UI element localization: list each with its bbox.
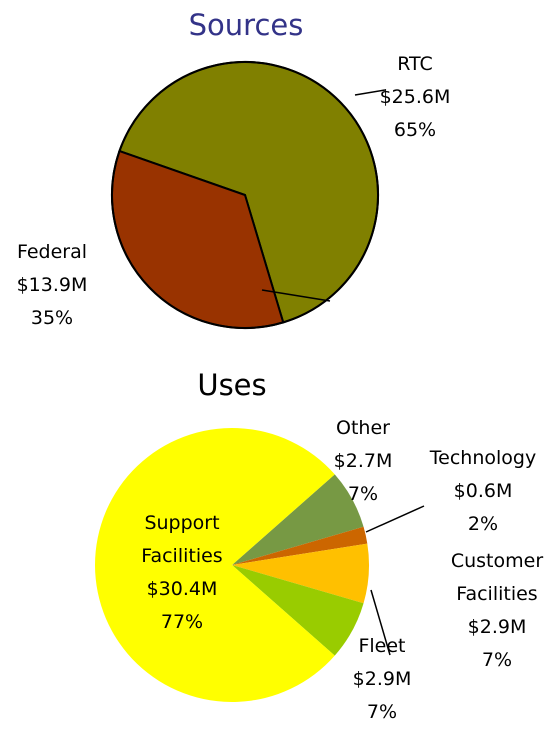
slice-name: Fleet — [358, 635, 406, 657]
slice-name: Customer Facilities — [450, 550, 544, 605]
slice-percent: 77% — [160, 611, 204, 633]
slice-label: Technology $0.6M 2% — [413, 442, 549, 541]
slice-percent: 7% — [347, 483, 379, 505]
slice-label: Customer Facilities $2.9M 7% — [442, 545, 549, 677]
slice-amount: $2.7M — [333, 450, 393, 472]
slice-label: Federal $13.9M 35% — [0, 236, 112, 335]
slice-amount: $30.4M — [146, 578, 218, 600]
leader-line — [261, 289, 331, 302]
chart-title: Sources — [188, 8, 304, 42]
pie-slice — [232, 474, 364, 565]
slice-percent: 7% — [481, 649, 513, 671]
slice-label: Fleet $2.9M 7% — [322, 630, 442, 729]
leader-line — [365, 505, 425, 533]
slice-amount: $0.6M — [453, 480, 513, 502]
pie-slice — [232, 526, 368, 565]
slice-percent: 35% — [30, 307, 74, 329]
pie-slice — [232, 543, 370, 604]
slice-label: Support Facilities $30.4M 77% — [127, 507, 237, 639]
slice-amount: $2.9M — [352, 668, 412, 690]
slice-name: Other — [336, 417, 390, 439]
slice-name: Technology — [429, 447, 537, 469]
leader-line — [354, 89, 386, 96]
slice-label: Other $2.7M 7% — [303, 412, 423, 511]
slice-percent: 7% — [366, 701, 398, 723]
pie-slice — [232, 565, 364, 656]
slice-name: Support Facilities — [141, 512, 223, 567]
slice-name: Federal — [16, 241, 88, 263]
pie-slice — [95, 427, 335, 702]
slice-percent: 65% — [393, 119, 437, 141]
chart-title: Uses — [197, 368, 267, 402]
slice-amount: $13.9M — [16, 274, 88, 296]
leader-line — [370, 589, 391, 656]
pie-outline — [111, 61, 379, 329]
slice-amount: $25.6M — [379, 86, 451, 108]
slice-amount: $2.9M — [467, 616, 527, 638]
slice-name: RTC — [397, 53, 433, 75]
slice-label: RTC $25.6M 65% — [345, 48, 485, 147]
slice-percent: 2% — [467, 513, 499, 535]
